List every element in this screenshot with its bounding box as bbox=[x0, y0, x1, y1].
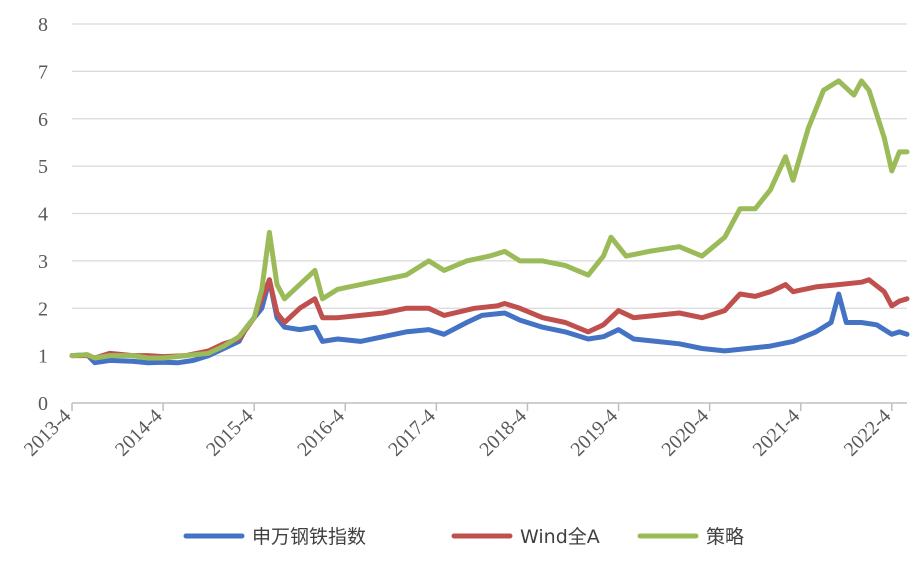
legend: 申万钢铁指数 Wind全A 策略 bbox=[183, 526, 744, 548]
x-tick-label: 2017-4 bbox=[384, 405, 440, 461]
legend-label: 策略 bbox=[706, 526, 744, 548]
y-tick-label: 8 bbox=[38, 14, 48, 36]
y-tick-label: 2 bbox=[38, 298, 48, 320]
series-line-1 bbox=[69, 277, 910, 366]
legend-label: 申万钢铁指数 bbox=[252, 526, 366, 548]
y-tick-label: 1 bbox=[38, 346, 48, 368]
x-tick-label: 2018-4 bbox=[475, 405, 531, 461]
x-tick-label: 2019-4 bbox=[566, 405, 622, 461]
x-tick-label: 2020-4 bbox=[658, 405, 714, 461]
x-tick-label: 2016-4 bbox=[293, 405, 349, 461]
y-tick-label: 6 bbox=[38, 109, 48, 131]
y-tick-label: 3 bbox=[38, 251, 48, 273]
series-lines bbox=[69, 78, 910, 366]
x-tick-label: 2014-4 bbox=[111, 405, 167, 461]
y-tick-label: 0 bbox=[38, 393, 48, 415]
x-tick-label: 2022-4 bbox=[840, 405, 896, 461]
y-tick-label: 4 bbox=[38, 204, 48, 226]
y-tick-label: 5 bbox=[38, 156, 48, 178]
x-tick-label: 2021-4 bbox=[749, 405, 805, 461]
series-line-3 bbox=[69, 78, 910, 361]
y-tick-label: 7 bbox=[38, 61, 48, 83]
gridlines bbox=[72, 23, 907, 357]
x-tick-label: 2015-4 bbox=[202, 405, 258, 461]
legend-label: Wind全A bbox=[520, 526, 600, 548]
